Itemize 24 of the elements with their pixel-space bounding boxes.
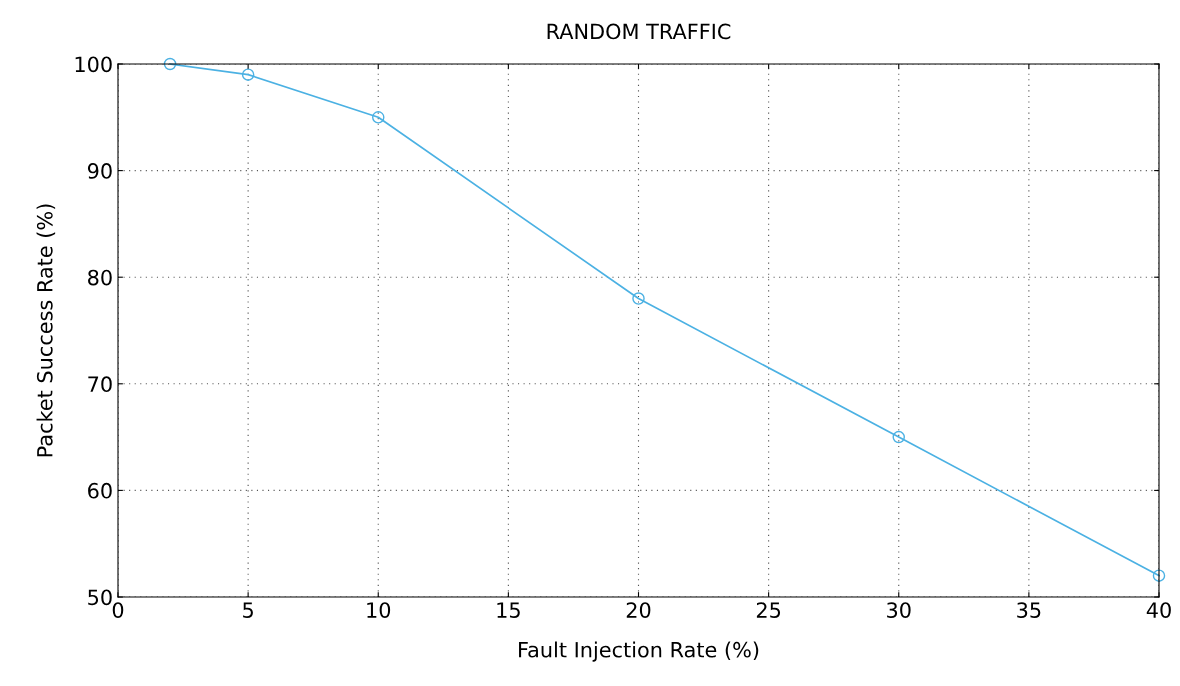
x-tick-label: 5 xyxy=(243,602,253,618)
point xyxy=(892,430,906,444)
point xyxy=(241,68,255,81)
x-tick-label: 15 xyxy=(497,602,520,618)
chart-title: RANDOM TRAFFIC xyxy=(547,23,731,40)
x-tick-label: 20 xyxy=(626,602,651,618)
point xyxy=(163,57,177,71)
y-tick-label: 70 xyxy=(88,376,112,393)
point xyxy=(1152,569,1166,582)
x-axis-title: Fault Injection Rate (%) xyxy=(519,641,759,662)
x-tick-label: 10 xyxy=(367,602,391,618)
point xyxy=(371,111,385,124)
x-tick-label: 40 xyxy=(1146,602,1171,618)
x-tick-label: 0 xyxy=(112,602,124,618)
y-tick-label: 90 xyxy=(87,163,112,179)
x-tick-label: 25 xyxy=(756,602,781,618)
y-axis-title: Packet Success Rate (%) xyxy=(36,204,56,457)
y-tick-label: 50 xyxy=(88,589,112,606)
point xyxy=(632,292,645,305)
y-tick-label: 80 xyxy=(88,269,112,286)
x-tick-label: 35 xyxy=(1017,602,1041,618)
y-tick-label: 100 xyxy=(75,56,112,73)
y-tick-label: 60 xyxy=(88,482,112,499)
x-tick-label: 30 xyxy=(887,602,911,618)
